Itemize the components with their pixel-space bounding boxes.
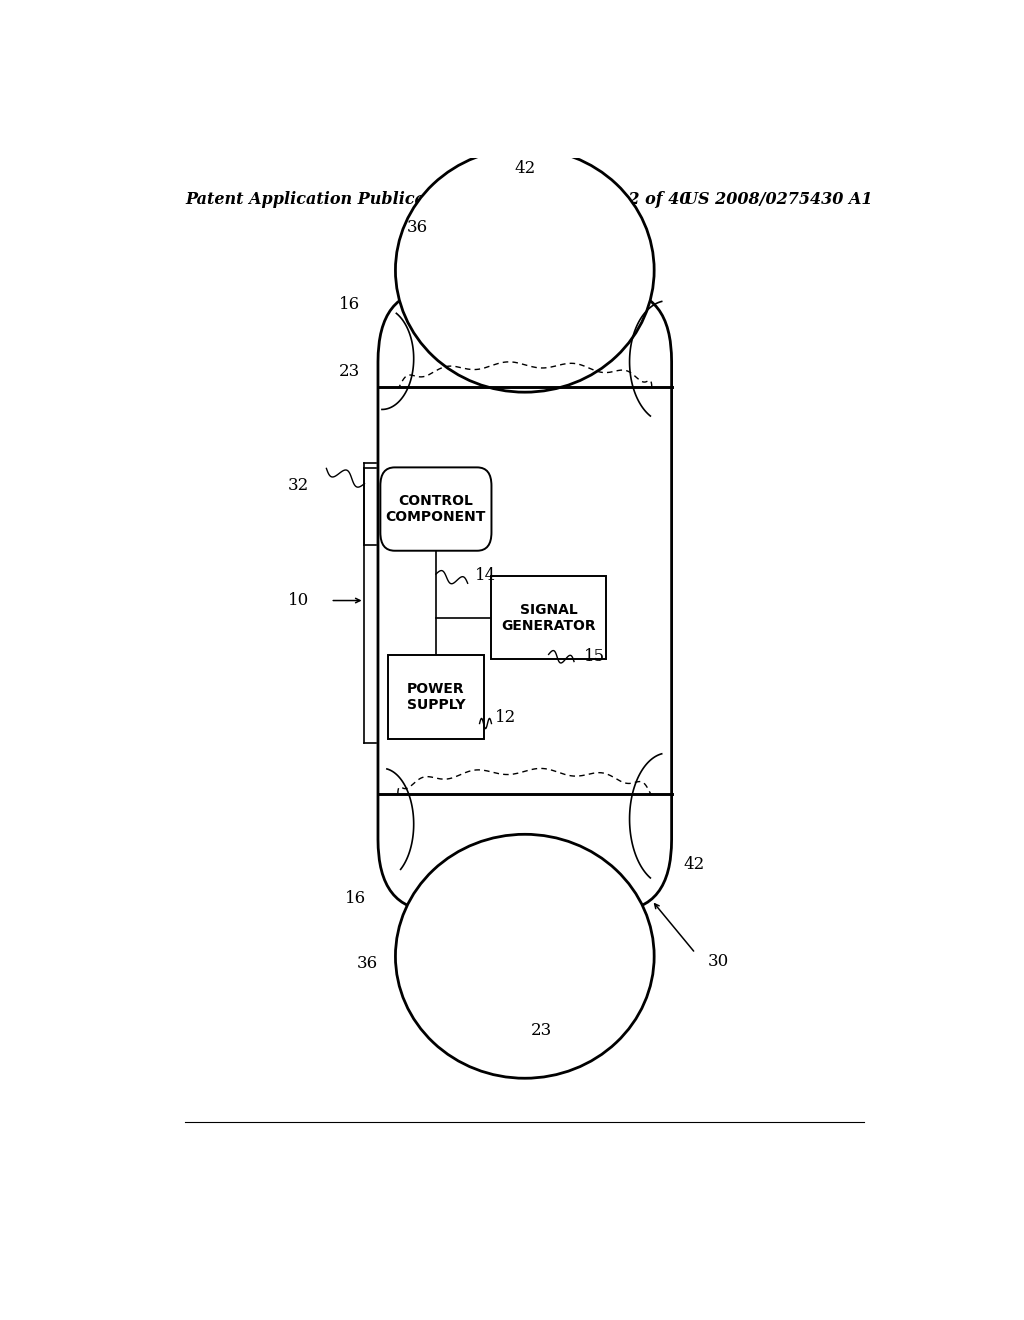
Text: FIG.  11C: FIG. 11C bbox=[430, 244, 620, 279]
Ellipse shape bbox=[395, 148, 654, 392]
Text: 42: 42 bbox=[514, 160, 536, 177]
Text: US 2008/0275430 A1: US 2008/0275430 A1 bbox=[684, 190, 872, 207]
Text: 10: 10 bbox=[288, 593, 309, 609]
Text: Patent Application Publication: Patent Application Publication bbox=[185, 190, 461, 207]
Text: 23: 23 bbox=[531, 1022, 552, 1039]
Text: 23: 23 bbox=[339, 363, 359, 380]
Text: 16: 16 bbox=[339, 296, 359, 313]
Text: CONTROL
COMPONENT: CONTROL COMPONENT bbox=[386, 494, 486, 524]
FancyBboxPatch shape bbox=[492, 576, 606, 660]
Text: POWER
SUPPLY: POWER SUPPLY bbox=[407, 682, 465, 713]
Text: 15: 15 bbox=[585, 648, 605, 665]
Text: 14: 14 bbox=[475, 566, 496, 583]
Ellipse shape bbox=[395, 834, 654, 1078]
FancyBboxPatch shape bbox=[388, 656, 483, 739]
Text: 12: 12 bbox=[496, 709, 517, 726]
Text: 16: 16 bbox=[345, 890, 367, 907]
FancyBboxPatch shape bbox=[378, 290, 672, 911]
Text: 42: 42 bbox=[684, 857, 705, 874]
Text: 30: 30 bbox=[708, 953, 729, 970]
Text: SIGNAL
GENERATOR: SIGNAL GENERATOR bbox=[502, 603, 596, 632]
Text: 32: 32 bbox=[288, 478, 309, 494]
FancyBboxPatch shape bbox=[380, 467, 492, 550]
Text: Nov. 6, 2008   Sheet 12 of 40: Nov. 6, 2008 Sheet 12 of 40 bbox=[433, 190, 691, 207]
Text: 36: 36 bbox=[356, 954, 378, 972]
Text: 36: 36 bbox=[408, 219, 428, 236]
